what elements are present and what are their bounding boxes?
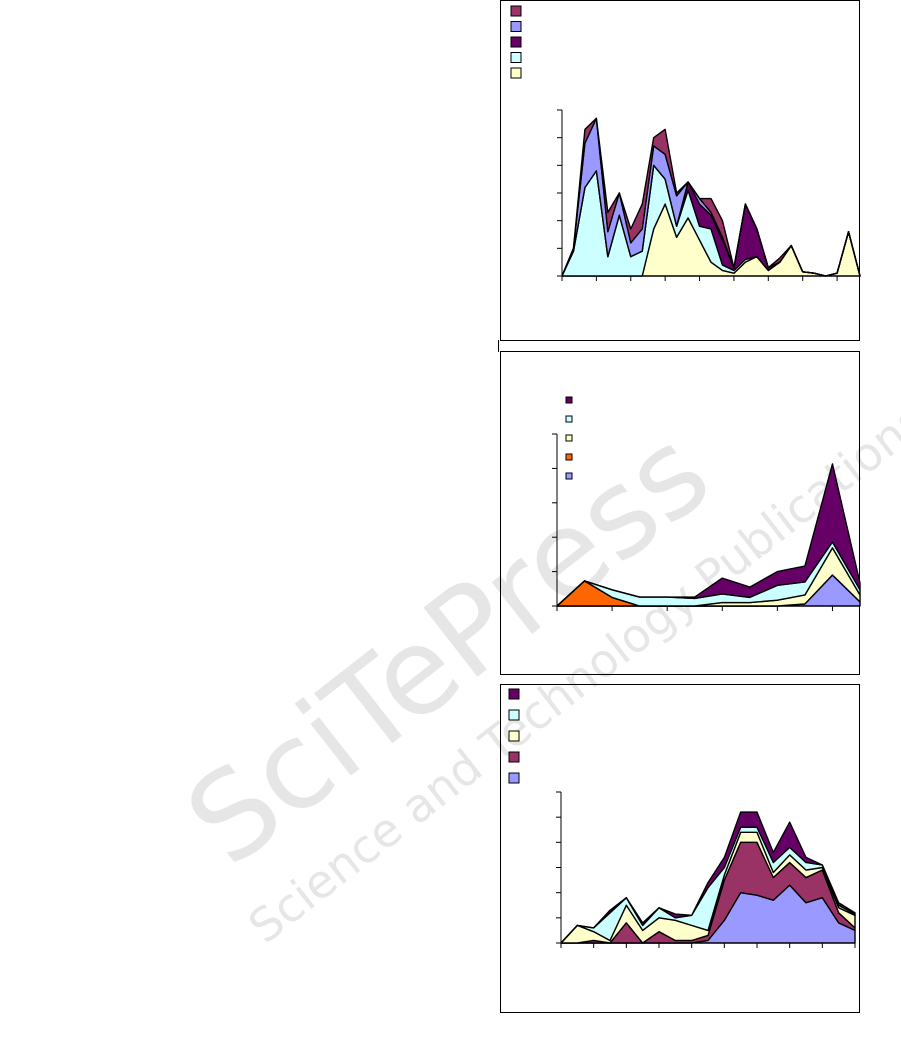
- area: [560, 811, 856, 944]
- legend-swatch: [508, 772, 520, 784]
- chart: [510, 5, 861, 281]
- legend-swatch: [510, 5, 522, 17]
- legend-swatch: [565, 434, 573, 442]
- legend-swatch: [510, 21, 522, 32]
- legend-swatch: [510, 52, 522, 63]
- legend-swatch: [508, 688, 520, 700]
- legend-swatch: [508, 709, 520, 721]
- legend-swatch: [510, 67, 522, 79]
- legend-swatch: [508, 751, 520, 763]
- legend-swatch: [565, 472, 573, 480]
- chart: [508, 688, 856, 948]
- chart-frame: [500, 0, 860, 341]
- chart-frame: [500, 351, 860, 675]
- legend-swatch: [565, 396, 573, 404]
- legend-swatch: [565, 453, 573, 461]
- legend-swatch: [510, 36, 522, 48]
- area: [556, 463, 861, 607]
- legend-swatch: [565, 415, 573, 423]
- chart: [552, 396, 861, 611]
- chart-frame: [500, 684, 860, 1013]
- legend-swatch: [508, 730, 520, 742]
